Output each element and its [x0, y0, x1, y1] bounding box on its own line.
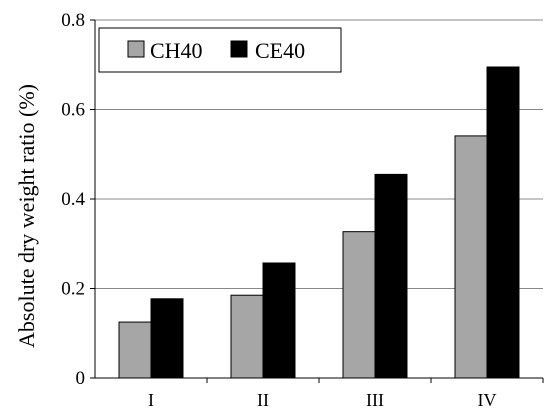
y-tick-labels: 0 0.2 0.4 0.6 0.8 [61, 10, 85, 389]
x-tick-labels: I II III IV [148, 390, 497, 410]
x-tick-label: I [148, 390, 154, 410]
y-axis-title: Absolute dry weight ratio (%) [14, 84, 39, 348]
legend-swatch-ch40 [127, 40, 145, 58]
legend: CH40 CE40 [98, 27, 342, 73]
y-tick-label: 0.2 [61, 279, 85, 300]
axes [90, 19, 544, 383]
bar-ch40-3 [342, 231, 376, 379]
bar-ce40-1 [150, 298, 184, 379]
legend-label-ch40: CH40 [150, 38, 203, 63]
y-tick-label: 0.8 [61, 10, 85, 31]
bar-ce40-3 [374, 173, 408, 379]
x-tick-label: III [366, 390, 384, 410]
bar-ch40-2 [230, 294, 264, 379]
y-tick-label: 0 [76, 368, 86, 389]
y-tick-label: 0.4 [61, 189, 85, 210]
bar-ce40-2 [262, 262, 296, 379]
bar-ch40-1 [118, 321, 152, 379]
x-tick-label: II [257, 390, 269, 410]
y-tick-label: 0.6 [61, 100, 85, 121]
bar-ce40-4 [486, 66, 520, 379]
legend-swatch-ce40 [230, 40, 248, 58]
legend-label-ce40: CE40 [255, 38, 305, 63]
bars [118, 66, 520, 379]
x-tick-label: IV [478, 390, 497, 410]
bar-ch40-4 [454, 135, 488, 379]
